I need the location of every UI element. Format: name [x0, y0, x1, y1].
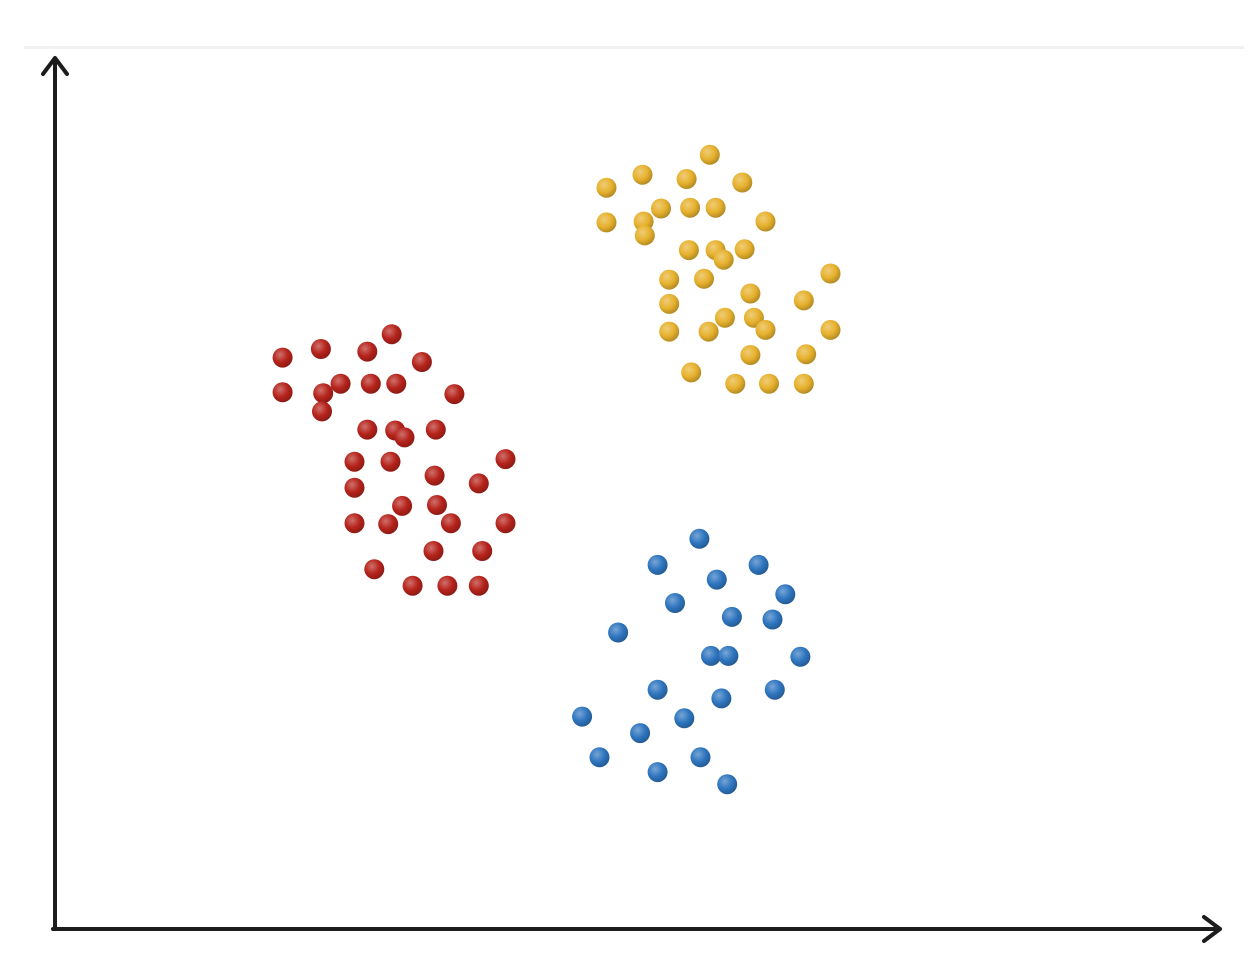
- scatter-point: [651, 198, 671, 219]
- scatter-point: [790, 646, 811, 667]
- scatter-point: [344, 477, 365, 498]
- scatter-point: [330, 373, 351, 394]
- scatter-point: [310, 339, 331, 359]
- scatter-point: [596, 212, 617, 233]
- scatter-point: [698, 321, 719, 342]
- scatter-point: [647, 679, 668, 700]
- scatter-point: [678, 240, 699, 261]
- scatter-point: [632, 164, 653, 185]
- scatter-point: [793, 290, 814, 311]
- scatter-point: [734, 239, 755, 260]
- scatter-point: [681, 362, 702, 383]
- scatter-point: [386, 373, 407, 394]
- scatter-point: [392, 495, 413, 516]
- scatter-point: [411, 352, 432, 372]
- scatter-point: [740, 283, 761, 304]
- scatter-point: [820, 263, 841, 284]
- scatter-point: [608, 622, 629, 643]
- scatter-point: [272, 382, 293, 403]
- data-points: [272, 144, 841, 795]
- scatter-point: [357, 419, 378, 440]
- scatter-point: [717, 774, 738, 795]
- scatter-point: [699, 144, 720, 165]
- scatter-point: [647, 762, 668, 783]
- scatter-point: [440, 513, 461, 534]
- scatter-point: [360, 373, 381, 394]
- scatter-point: [755, 319, 776, 340]
- scatter-point: [427, 495, 447, 515]
- scatter-point: [694, 268, 714, 289]
- scatter-point: [793, 373, 814, 394]
- scatter-point: [659, 293, 680, 314]
- scatter-point: [402, 575, 423, 596]
- scatter-point: [472, 541, 493, 561]
- scatter-point: [690, 747, 711, 768]
- scatter-point: [725, 373, 746, 394]
- scatter-point: [589, 747, 610, 768]
- scatter-point: [437, 575, 458, 596]
- scatter-point: [495, 513, 516, 534]
- scatter-point: [424, 465, 445, 486]
- scatter-point: [572, 706, 593, 727]
- scatter-point: [755, 211, 776, 232]
- scatter-point: [721, 606, 742, 627]
- scatter-point: [748, 554, 769, 575]
- scatter-point: [634, 225, 655, 246]
- scatter-point: [659, 269, 680, 290]
- scatter-point: [444, 384, 465, 405]
- scatter-point: [740, 345, 761, 365]
- scatter-point: [272, 347, 293, 368]
- scatter-point: [357, 341, 378, 362]
- scatter-point: [378, 514, 399, 535]
- scatter-point: [711, 688, 732, 709]
- scatter-point: [764, 679, 785, 700]
- scatter-point: [468, 473, 489, 494]
- scatter-point: [713, 249, 734, 270]
- scatter-point: [680, 197, 701, 218]
- scatter-point: [344, 451, 365, 472]
- scatter-point: [394, 427, 415, 448]
- scatter-point: [596, 177, 617, 198]
- scatter-point: [732, 172, 753, 193]
- scatter-point: [423, 541, 444, 561]
- scatter-point: [762, 609, 783, 630]
- scatter-point: [495, 449, 516, 470]
- top-divider: [24, 46, 1244, 49]
- x-axis-arrow: [1202, 915, 1222, 943]
- scatter-point: [689, 528, 710, 549]
- scatter-point: [364, 559, 385, 580]
- y-axis-arrow: [41, 56, 69, 76]
- scatter-point: [313, 383, 334, 404]
- scatter-point: [701, 645, 721, 666]
- scatter-point: [381, 324, 402, 345]
- scatter-point: [759, 373, 779, 394]
- scatter-point: [706, 569, 727, 590]
- scatter-point: [775, 584, 796, 605]
- scatter-point: [665, 593, 685, 613]
- scatter-point: [674, 708, 695, 729]
- scatter-point: [425, 419, 446, 440]
- scatter-point: [659, 321, 680, 342]
- scatter-point: [714, 307, 735, 328]
- scatter-point: [468, 575, 489, 596]
- scatter-point: [820, 319, 841, 340]
- scatter-point: [312, 401, 332, 422]
- scatter-point: [796, 344, 817, 365]
- scatter-point: [630, 723, 651, 744]
- scatter-point: [647, 554, 668, 575]
- scatter-point: [380, 451, 401, 472]
- scatter-point: [705, 197, 726, 218]
- scatter-point: [676, 169, 697, 189]
- scatter-point: [718, 645, 739, 666]
- scatter-point: [344, 513, 365, 534]
